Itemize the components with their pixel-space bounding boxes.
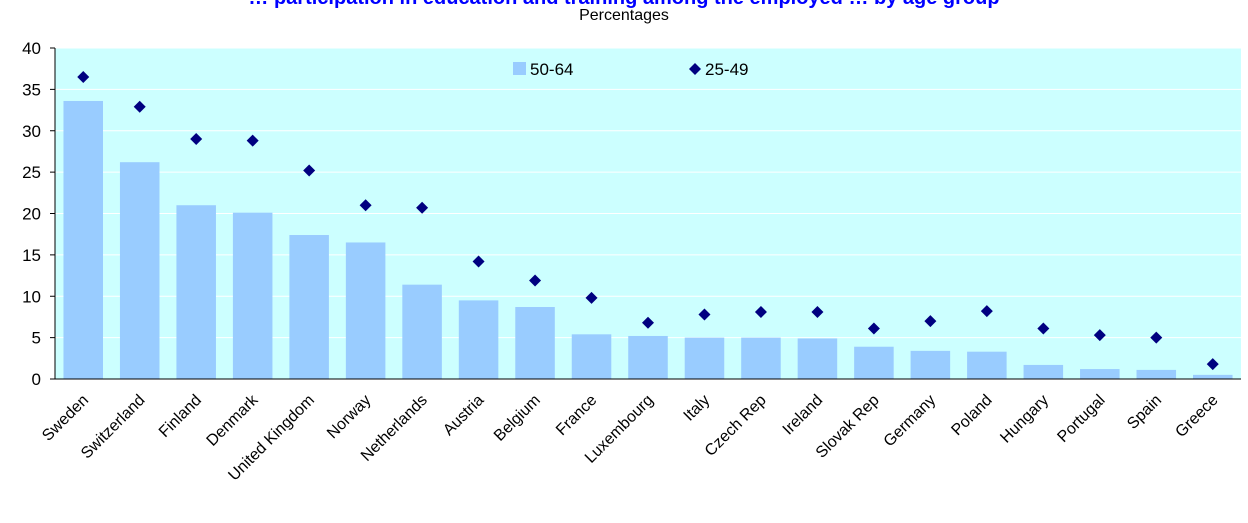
bar: [910, 350, 951, 379]
bar: [741, 337, 781, 379]
bar-series: [63, 100, 1233, 380]
bar: [571, 334, 612, 379]
bar: [63, 100, 104, 380]
bar: [1136, 369, 1177, 379]
bar: [1192, 374, 1233, 379]
bar: [289, 235, 329, 379]
x-tick-label: Italy: [681, 392, 714, 425]
x-tick-label: Czech Rep: [702, 392, 770, 460]
legend-label: 25-49: [705, 60, 748, 79]
x-tick-label: Ireland: [780, 392, 827, 439]
y-tick-label: 15: [22, 246, 41, 265]
diamond-marker: [359, 199, 372, 212]
legend-swatch-bar: [513, 62, 526, 75]
x-tick-label: Hungary: [997, 392, 1052, 447]
y-tick-label: 25: [22, 163, 41, 182]
bar: [628, 335, 668, 379]
diamond-marker: [303, 164, 316, 177]
bar: [515, 307, 555, 379]
legend-swatch-diamond: [689, 63, 701, 75]
x-tick-label: Greece: [1172, 392, 1221, 441]
bar: [345, 242, 386, 379]
diamond-marker: [246, 134, 259, 147]
diamond-marker: [811, 305, 824, 318]
diamond-marker: [77, 70, 90, 83]
y-tick-label: 35: [22, 80, 41, 99]
x-tick-label: Germany: [881, 392, 940, 451]
diamond-marker: [924, 315, 937, 328]
x-tick-label: Denmark: [204, 391, 263, 450]
bar: [1023, 364, 1064, 379]
diamond-marker: [1093, 329, 1106, 342]
diamond-marker: [1037, 322, 1050, 335]
x-tick-label: Poland: [948, 392, 995, 439]
chart-title: … participation in education and trainin…: [0, 0, 1248, 10]
y-tick-label: 0: [32, 370, 41, 389]
bar: [119, 162, 160, 379]
diamond-marker: [416, 201, 429, 214]
bar: [967, 351, 1007, 379]
legend: 50-64 25-49: [513, 60, 748, 79]
diamond-marker: [585, 291, 598, 304]
x-tick-label: Austria: [440, 392, 487, 439]
diamond-marker: [529, 274, 542, 287]
bar: [402, 284, 442, 379]
y-tick-label: 5: [32, 329, 41, 348]
diamond-marker: [1206, 358, 1219, 371]
legend-label: 50-64: [530, 60, 573, 79]
x-tick-label: France: [553, 392, 600, 439]
y-tick-label: 10: [22, 287, 41, 306]
x-tick-label: Norway: [324, 392, 374, 442]
bar: [797, 338, 838, 379]
diamond-marker: [980, 305, 993, 318]
marker-series: [77, 70, 1219, 371]
bar: [458, 300, 499, 379]
bar: [176, 205, 216, 379]
diamond-marker: [472, 255, 485, 268]
diamond-marker: [867, 322, 880, 335]
x-tick-label: Sweden: [39, 392, 92, 445]
y-tick-label: 40: [22, 39, 41, 58]
y-tick-label: 20: [22, 205, 41, 224]
bar: [854, 346, 894, 379]
y-tick-label: 30: [22, 122, 41, 141]
diamond-marker: [1150, 331, 1163, 344]
x-tick-label: Finland: [156, 392, 205, 441]
bar: [232, 212, 273, 379]
diamond-marker: [698, 308, 711, 321]
bar: [684, 337, 725, 379]
chart-subtitle: Percentages: [579, 7, 669, 24]
diamond-marker: [190, 133, 203, 146]
diamond-marker: [642, 316, 654, 329]
x-tick-label: Spain: [1124, 392, 1165, 433]
diamond-marker: [754, 305, 767, 318]
x-tick-label: Portugal: [1054, 392, 1108, 446]
diamond-marker: [133, 100, 146, 113]
bar: [1080, 369, 1120, 379]
x-tick-label: Belgium: [491, 392, 544, 445]
